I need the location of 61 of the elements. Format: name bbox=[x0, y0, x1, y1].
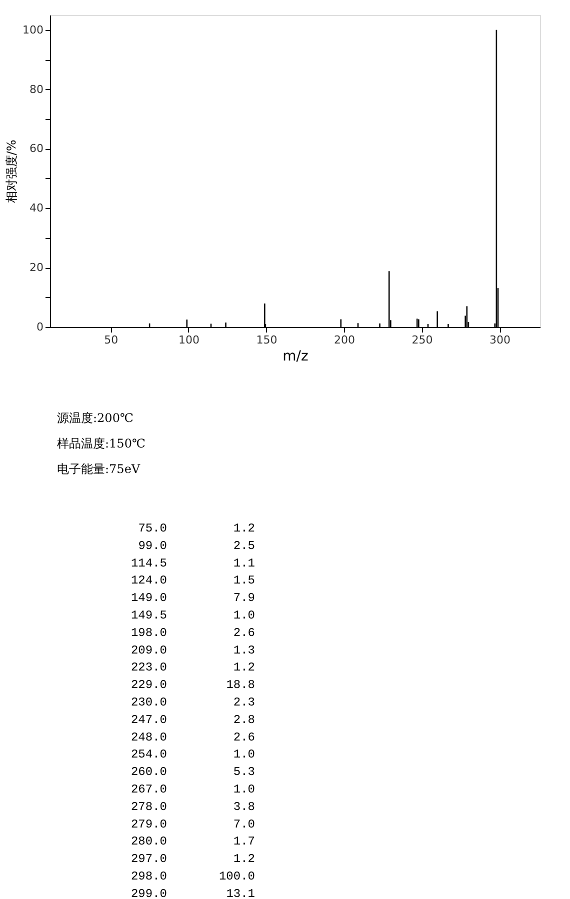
text: 280.0 bbox=[130, 834, 167, 849]
text: 电子能量:75eV bbox=[57, 462, 140, 476]
text: 1.2 bbox=[233, 660, 255, 675]
text: 260.0 bbox=[130, 765, 167, 780]
text: 299.0 bbox=[130, 886, 167, 899]
text: 114.5 bbox=[130, 556, 167, 570]
text: 279.0 bbox=[130, 817, 167, 832]
x-tick-label: 50 bbox=[104, 334, 118, 346]
text: 75.0 bbox=[138, 522, 167, 536]
y-axis-title: 相对强度/% bbox=[4, 140, 19, 204]
text: 1.3 bbox=[233, 643, 255, 658]
text: 2.5 bbox=[233, 538, 255, 553]
text: 源温度:200℃ bbox=[57, 411, 134, 425]
y-tick-label: 100 bbox=[22, 23, 44, 36]
text: 1.0 bbox=[233, 608, 255, 622]
x-tick-label: 250 bbox=[412, 334, 433, 346]
text: 124.0 bbox=[130, 574, 167, 588]
text: 209.0 bbox=[130, 643, 167, 658]
y-tick-label: 40 bbox=[30, 202, 44, 215]
y-tick-label: 20 bbox=[30, 261, 44, 274]
text: 2.6 bbox=[233, 730, 255, 744]
y-tick-label: 60 bbox=[30, 142, 44, 156]
x-tick-label: 100 bbox=[178, 334, 200, 346]
x-tick-label: 150 bbox=[256, 334, 278, 346]
x-axis-title: m/z bbox=[282, 348, 308, 364]
text: 229.0 bbox=[130, 678, 167, 692]
text: 样品温度:150℃ bbox=[57, 436, 146, 450]
text: 2.3 bbox=[233, 696, 255, 710]
text: 5.3 bbox=[233, 765, 255, 780]
text: 1.7 bbox=[233, 834, 255, 849]
text: 2.6 bbox=[233, 626, 255, 640]
x-tick-label: 300 bbox=[490, 334, 511, 346]
text: 278.0 bbox=[130, 800, 167, 814]
text: 1.0 bbox=[233, 782, 255, 796]
text: 1.0 bbox=[233, 748, 255, 762]
text: 100.0 bbox=[218, 870, 255, 884]
text: 13.1 bbox=[226, 886, 255, 899]
text: 1.2 bbox=[233, 852, 255, 866]
text: 267.0 bbox=[130, 782, 167, 796]
text: 248.0 bbox=[130, 730, 167, 744]
text: 99.0 bbox=[138, 538, 167, 553]
text: 230.0 bbox=[130, 696, 167, 710]
text: 149.0 bbox=[130, 591, 167, 606]
text: 223.0 bbox=[130, 660, 167, 675]
text: 7.0 bbox=[233, 817, 255, 832]
text: 247.0 bbox=[130, 712, 167, 727]
text: 1.2 bbox=[233, 522, 255, 536]
text: 18.8 bbox=[226, 678, 255, 692]
text: 254.0 bbox=[130, 748, 167, 762]
text: 1.5 bbox=[233, 574, 255, 588]
text: 2.8 bbox=[233, 712, 255, 727]
text: 297.0 bbox=[130, 852, 167, 866]
text: 298.0 bbox=[130, 870, 167, 884]
y-tick-label: 0 bbox=[36, 320, 44, 334]
x-tick-label: 200 bbox=[334, 334, 355, 346]
text: 1.1 bbox=[233, 556, 255, 570]
text: 198.0 bbox=[130, 626, 167, 640]
text: 7.9 bbox=[233, 591, 255, 606]
text: 149.5 bbox=[130, 608, 167, 622]
y-tick-label: 80 bbox=[30, 82, 44, 96]
text: 3.8 bbox=[233, 800, 255, 814]
